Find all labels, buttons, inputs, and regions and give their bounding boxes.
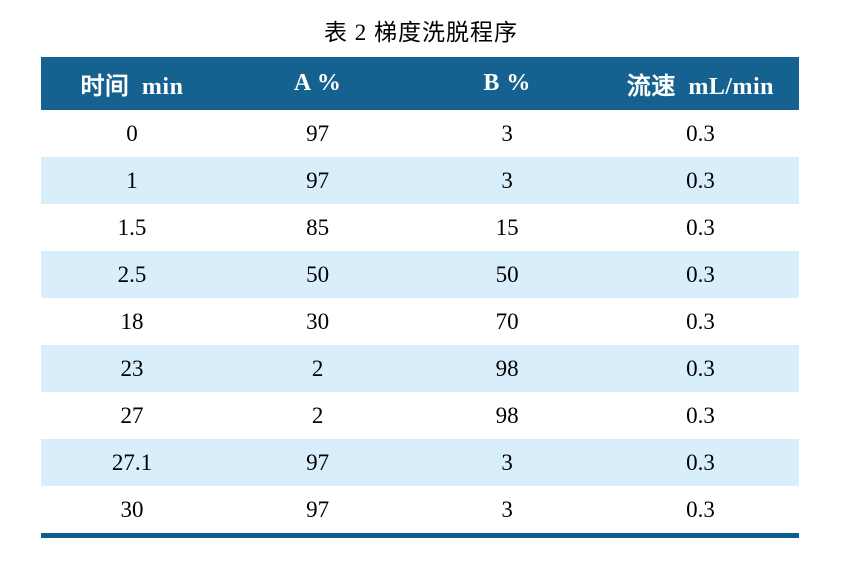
table-header-row: 时间 min A % B % 流速 mL/min xyxy=(41,57,799,110)
table-cell: 2 xyxy=(222,345,413,392)
table-row: 23 2 98 0.3 xyxy=(41,345,799,392)
table-cell: 23 xyxy=(41,345,223,392)
table-cell: 3 xyxy=(412,486,602,536)
table-cell: 0.3 xyxy=(601,251,799,298)
table-cell: 0.3 xyxy=(601,298,799,345)
table-cell: 97 xyxy=(222,157,413,204)
table-cell: 50 xyxy=(412,251,602,298)
table-cell: 0.3 xyxy=(601,392,799,439)
table-cell: 2.5 xyxy=(41,251,223,298)
table-container: 时间 min A % B % 流速 mL/min 0 97 3 0.3 1 97 3 0.3 1.5 8… xyxy=(41,57,799,538)
table-row: 27 2 98 0.3 xyxy=(41,392,799,439)
table-row: 1.5 85 15 0.3 xyxy=(41,204,799,251)
table-row: 18 30 70 0.3 xyxy=(41,298,799,345)
table-cell: 0.3 xyxy=(601,439,799,486)
header-row: 时间 min A % B % 流速 mL/min xyxy=(41,57,799,110)
gradient-elution-table: 时间 min A % B % 流速 mL/min 0 97 3 0.3 1 97 3 0.3 1.5 8… xyxy=(41,57,799,538)
table-row: 1 97 3 0.3 xyxy=(41,157,799,204)
table-cell: 2 xyxy=(222,392,413,439)
table-cell: 27.1 xyxy=(41,439,223,486)
table-cell: 3 xyxy=(412,110,602,157)
table-cell: 50 xyxy=(222,251,413,298)
table-body: 0 97 3 0.3 1 97 3 0.3 1.5 85 15 0.3 2.5 50 50 0.3 18 30 70… xyxy=(41,110,799,536)
table-cell: 85 xyxy=(222,204,413,251)
table-cell: 30 xyxy=(222,298,413,345)
table-row: 2.5 50 50 0.3 xyxy=(41,251,799,298)
header-cell: 流速 mL/min xyxy=(601,57,799,110)
table-cell: 0.3 xyxy=(601,110,799,157)
table-row: 30 97 3 0.3 xyxy=(41,486,799,536)
table-title: 表 2 梯度洗脱程序 xyxy=(324,20,518,45)
table-cell: 30 xyxy=(41,486,223,536)
table-cell: 0.3 xyxy=(601,157,799,204)
header-cell: A % xyxy=(222,57,413,110)
table-cell: 97 xyxy=(222,439,413,486)
table-cell: 98 xyxy=(412,392,602,439)
table-cell: 0.3 xyxy=(601,486,799,536)
header-cell: B % xyxy=(412,57,602,110)
table-cell: 0.3 xyxy=(601,204,799,251)
header-cell: 时间 min xyxy=(41,57,223,110)
table-row: 0 97 3 0.3 xyxy=(41,110,799,157)
table-cell: 15 xyxy=(412,204,602,251)
table-cell: 70 xyxy=(412,298,602,345)
table-cell: 0.3 xyxy=(601,345,799,392)
table-cell: 1.5 xyxy=(41,204,223,251)
table-cell: 3 xyxy=(412,439,602,486)
table-cell: 97 xyxy=(222,486,413,536)
table-cell: 97 xyxy=(222,110,413,157)
table-row: 27.1 97 3 0.3 xyxy=(41,439,799,486)
table-cell: 98 xyxy=(412,345,602,392)
table-cell: 3 xyxy=(412,157,602,204)
table-cell: 18 xyxy=(41,298,223,345)
table-cell: 27 xyxy=(41,392,223,439)
table-cell: 1 xyxy=(41,157,223,204)
table-cell: 0 xyxy=(41,110,223,157)
